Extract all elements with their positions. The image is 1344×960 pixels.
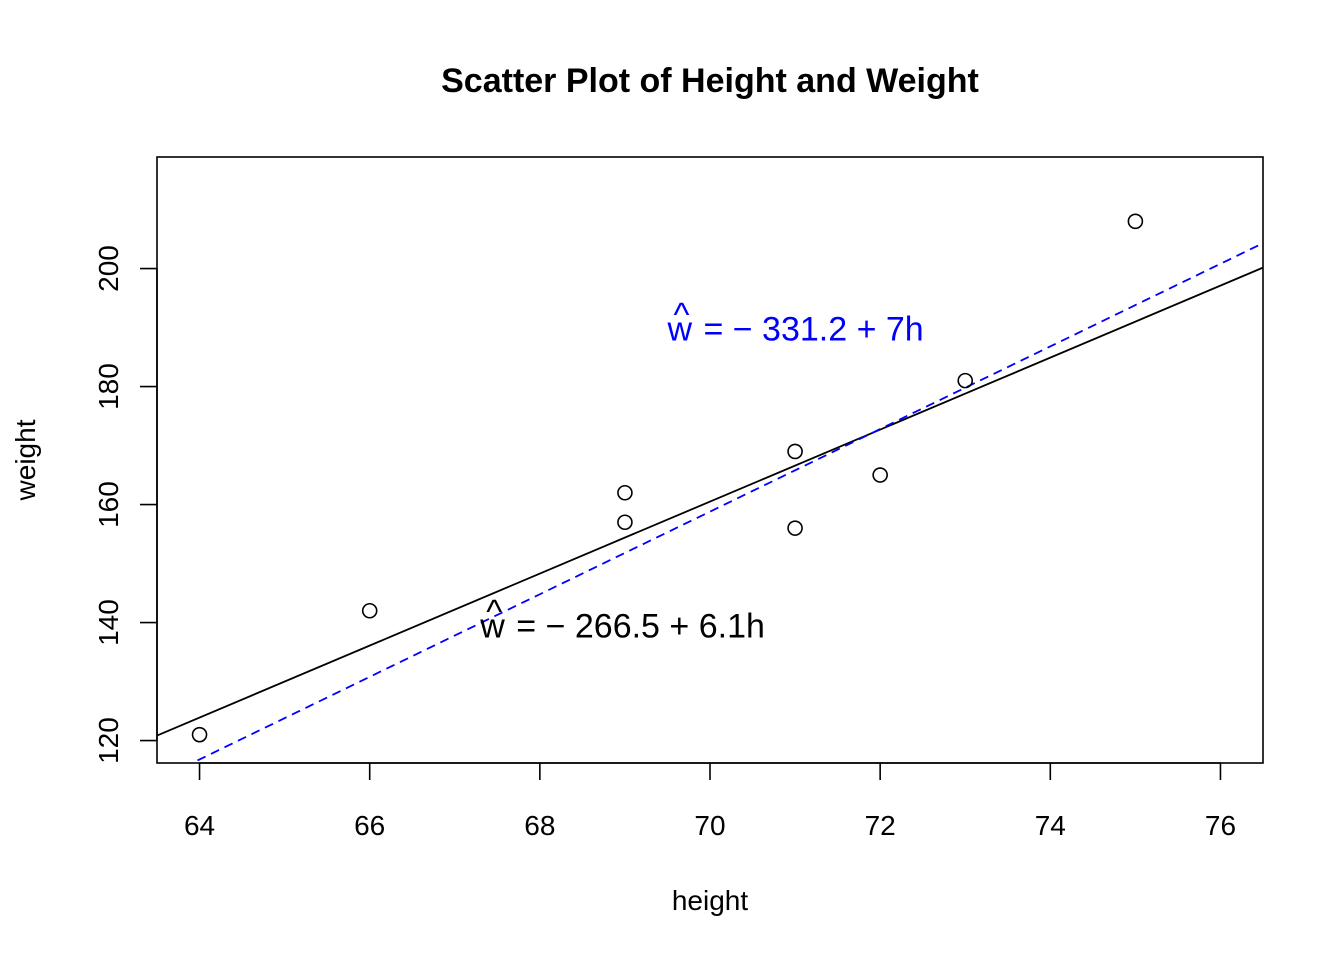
- regression-line-2: [190, 242, 1263, 763]
- data-point: [617, 484, 633, 501]
- equation-lhs: w: [666, 311, 692, 349]
- regression-lines: [157, 242, 1263, 763]
- y-axis-label: weight: [10, 419, 41, 501]
- y-tick-label: 120: [93, 717, 124, 764]
- y-tick-label: 160: [93, 481, 124, 528]
- data-points: [191, 213, 1144, 743]
- x-axis-label: height: [672, 885, 749, 916]
- equation-hat: ^: [673, 297, 689, 335]
- x-tick-label: 66: [354, 810, 385, 841]
- equation-rhs: = − 266.5 + 6.1h: [516, 607, 765, 645]
- chart-title: Scatter Plot of Height and Weight: [441, 62, 979, 100]
- y-tick-label: 180: [93, 363, 124, 410]
- x-axis: 64 66 68 70 72 74 76: [184, 762, 1236, 841]
- equation-annotations: ^w = − 266.5 + 6.1h^w = − 331.2 + 7h: [479, 297, 923, 646]
- y-axis: 120 140 160 180 200: [93, 245, 158, 764]
- equation-rhs: = − 331.2 + 7h: [703, 311, 923, 349]
- x-tick-label: 68: [524, 810, 555, 841]
- regression-line-1: [157, 266, 1263, 737]
- equation-lhs: w: [479, 607, 505, 645]
- x-tick-label: 64: [184, 810, 215, 841]
- data-point: [617, 514, 633, 531]
- equation-label-2: ^w = − 331.2 + 7h: [666, 297, 923, 349]
- x-tick-label: 70: [694, 810, 725, 841]
- data-point: [872, 467, 888, 483]
- x-tick-label: 74: [1035, 810, 1066, 841]
- data-point: [1127, 213, 1144, 230]
- equation-hat: ^: [486, 593, 502, 631]
- x-tick-label: 76: [1205, 810, 1236, 841]
- data-point: [787, 520, 803, 536]
- equation-label-1: ^w = − 266.5 + 6.1h: [479, 593, 765, 645]
- y-tick-label: 140: [93, 599, 124, 646]
- data-point: [957, 372, 974, 389]
- data-point: [787, 443, 803, 460]
- data-point: [361, 602, 378, 619]
- data-point: [191, 726, 208, 743]
- plot-frame: [156, 156, 1264, 764]
- y-tick-label: 200: [93, 245, 124, 292]
- x-tick-label: 72: [865, 810, 896, 841]
